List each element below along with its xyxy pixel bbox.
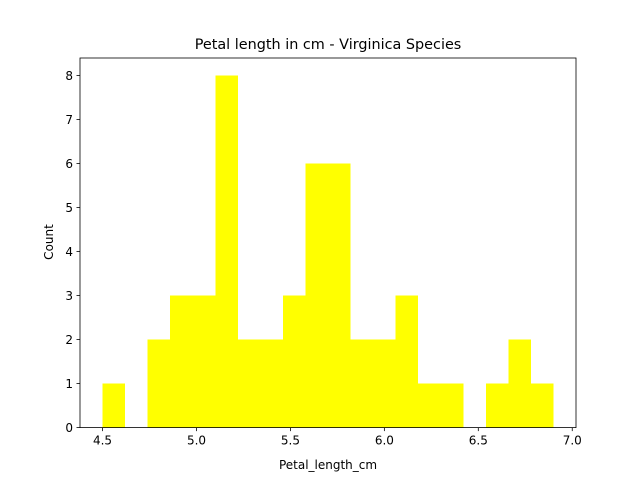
histogram-bar: [170, 295, 193, 428]
x-tick-label: 6.5: [469, 434, 488, 448]
x-axis-ticks: 4.5 5.0 5.5 6.0 6.5 7.0: [93, 427, 582, 448]
x-tick-label: 7.0: [563, 434, 582, 448]
histogram-bar: [102, 383, 126, 428]
x-tick-label: 6.0: [375, 434, 394, 448]
y-tick-label: 2: [65, 333, 73, 347]
histogram-bar: [282, 295, 306, 428]
histogram-bar: [418, 383, 441, 428]
y-tick-label: 3: [65, 289, 73, 303]
x-tick-label: 5.0: [187, 434, 206, 448]
histogram-bar: [147, 339, 171, 428]
histogram-bar: [485, 383, 509, 428]
histogram-bar: [305, 163, 328, 428]
chart-title: Petal length in cm - Virginica Species: [195, 37, 462, 53]
y-tick-label: 0: [65, 421, 73, 435]
x-tick-label: 5.5: [281, 434, 300, 448]
y-tick-label: 5: [65, 201, 73, 215]
histogram-bar: [508, 339, 531, 428]
histogram-bar: [328, 163, 351, 428]
histogram-bar: [530, 383, 554, 428]
y-tick-label: 4: [65, 245, 73, 259]
histogram-bar: [350, 339, 374, 428]
histogram-bar: [440, 383, 464, 428]
y-tick-label: 1: [65, 377, 73, 391]
bars-group: [102, 75, 554, 428]
y-tick-label: 7: [65, 113, 73, 127]
x-axis-label: Petal_length_cm: [279, 458, 377, 472]
histogram-bar: [237, 339, 261, 428]
y-axis-label: Count: [42, 224, 56, 260]
y-axis-ticks: 0 1 2 3 4 5 6 7 8: [65, 69, 80, 435]
histogram-bar: [260, 339, 283, 428]
y-tick-label: 6: [65, 157, 73, 171]
plot-area-frame: [79, 57, 577, 429]
x-tick-label: 4.5: [93, 434, 112, 448]
histogram-bar: [192, 295, 216, 428]
histogram-bar: [373, 339, 396, 428]
histogram-bar: [215, 75, 238, 428]
y-tick-label: 8: [65, 69, 73, 83]
histogram-bar: [395, 295, 419, 428]
